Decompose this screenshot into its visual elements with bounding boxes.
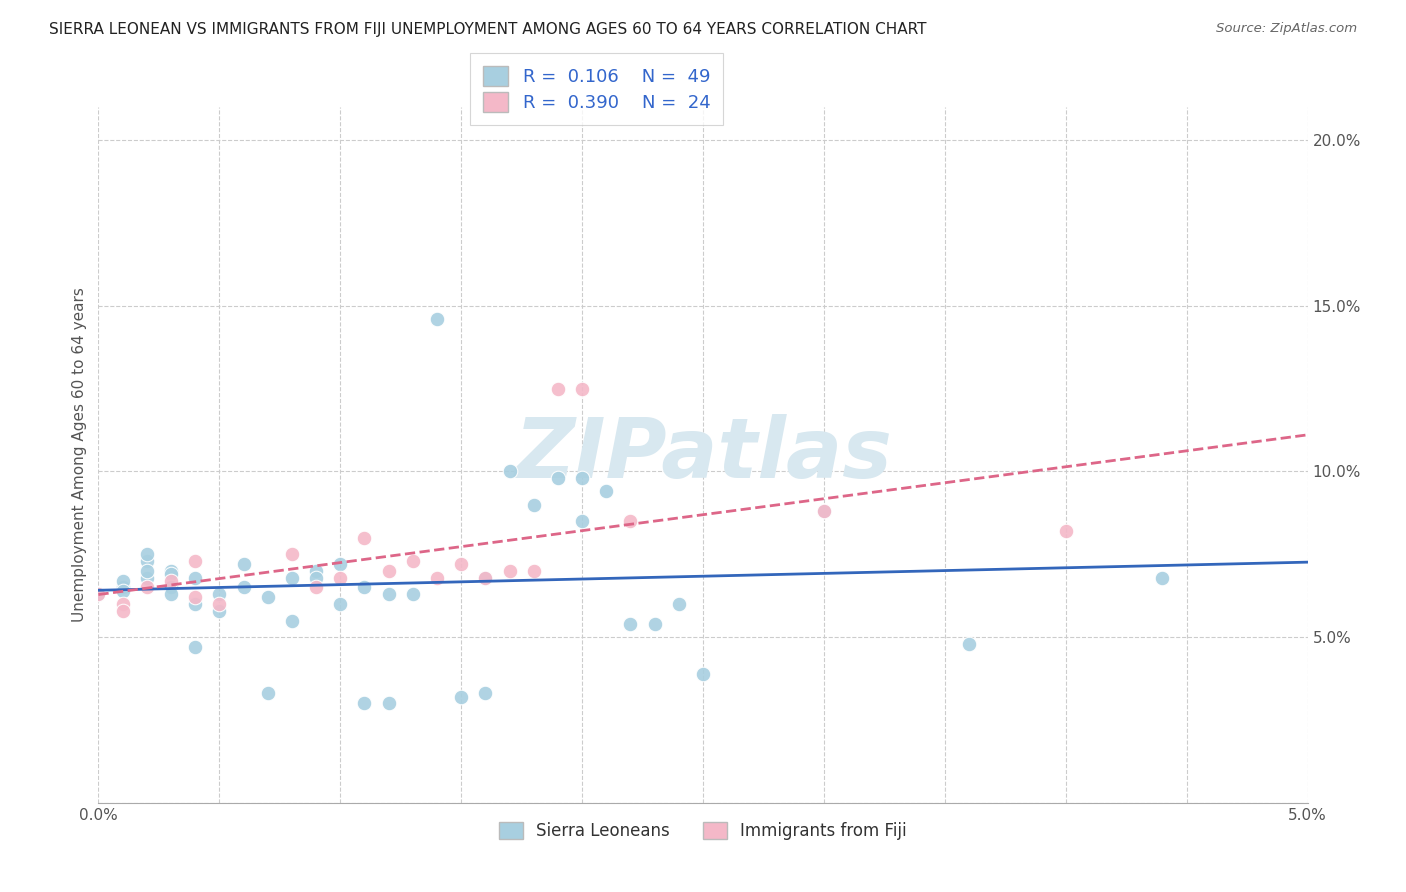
- Point: [547, 382, 569, 396]
- Point: [281, 614, 304, 628]
- Point: [184, 597, 207, 611]
- Point: [957, 637, 980, 651]
- Point: [498, 564, 520, 578]
- Point: [1152, 570, 1174, 584]
- Point: [135, 581, 157, 595]
- Point: [135, 564, 157, 578]
- Point: [595, 484, 617, 499]
- Y-axis label: Unemployment Among Ages 60 to 64 years: Unemployment Among Ages 60 to 64 years: [72, 287, 87, 623]
- Point: [111, 574, 134, 588]
- Point: [281, 570, 304, 584]
- Point: [474, 570, 496, 584]
- Point: [305, 570, 328, 584]
- Point: [426, 570, 449, 584]
- Point: [160, 574, 183, 588]
- Point: [111, 604, 134, 618]
- Text: ZIPatlas: ZIPatlas: [515, 415, 891, 495]
- Point: [813, 504, 835, 518]
- Point: [498, 465, 520, 479]
- Point: [184, 591, 207, 605]
- Legend: Sierra Leoneans, Immigrants from Fiji: Sierra Leoneans, Immigrants from Fiji: [494, 815, 912, 847]
- Point: [377, 587, 399, 601]
- Point: [184, 554, 207, 568]
- Point: [87, 587, 110, 601]
- Point: [450, 558, 472, 572]
- Point: [208, 597, 231, 611]
- Point: [111, 583, 134, 598]
- Point: [813, 504, 835, 518]
- Point: [232, 581, 254, 595]
- Point: [426, 312, 449, 326]
- Point: [571, 382, 593, 396]
- Point: [547, 471, 569, 485]
- Point: [450, 690, 472, 704]
- Point: [111, 597, 134, 611]
- Point: [305, 581, 328, 595]
- Point: [329, 570, 352, 584]
- Point: [256, 591, 278, 605]
- Point: [402, 587, 425, 601]
- Point: [353, 581, 375, 595]
- Point: [474, 686, 496, 700]
- Point: [668, 597, 690, 611]
- Point: [256, 686, 278, 700]
- Point: [377, 564, 399, 578]
- Point: [305, 564, 328, 578]
- Point: [571, 471, 593, 485]
- Point: [523, 498, 546, 512]
- Point: [329, 558, 352, 572]
- Point: [87, 587, 110, 601]
- Point: [160, 567, 183, 582]
- Point: [474, 570, 496, 584]
- Point: [353, 697, 375, 711]
- Point: [232, 558, 254, 572]
- Point: [160, 581, 183, 595]
- Text: Source: ZipAtlas.com: Source: ZipAtlas.com: [1216, 22, 1357, 36]
- Point: [644, 616, 666, 631]
- Point: [184, 640, 207, 654]
- Point: [329, 597, 352, 611]
- Point: [619, 514, 641, 528]
- Point: [208, 587, 231, 601]
- Point: [619, 616, 641, 631]
- Point: [160, 587, 183, 601]
- Point: [1054, 524, 1077, 538]
- Point: [402, 554, 425, 568]
- Point: [135, 547, 157, 561]
- Point: [135, 570, 157, 584]
- Point: [281, 547, 304, 561]
- Text: SIERRA LEONEAN VS IMMIGRANTS FROM FIJI UNEMPLOYMENT AMONG AGES 60 TO 64 YEARS CO: SIERRA LEONEAN VS IMMIGRANTS FROM FIJI U…: [49, 22, 927, 37]
- Point: [160, 564, 183, 578]
- Point: [111, 581, 134, 595]
- Point: [135, 554, 157, 568]
- Point: [523, 564, 546, 578]
- Point: [571, 514, 593, 528]
- Point: [184, 570, 207, 584]
- Point: [377, 697, 399, 711]
- Point: [353, 531, 375, 545]
- Point: [208, 604, 231, 618]
- Point: [692, 666, 714, 681]
